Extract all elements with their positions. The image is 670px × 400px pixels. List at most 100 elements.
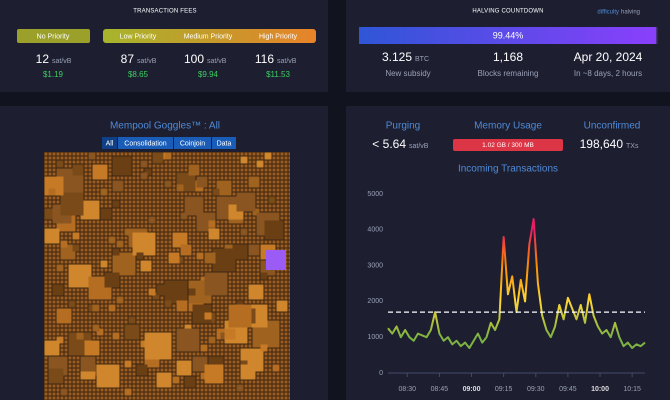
transaction-block <box>172 376 180 384</box>
transaction-block <box>200 372 208 380</box>
transaction-block <box>192 356 208 372</box>
transaction-block <box>132 232 156 256</box>
panel-title: TRANSACTION FEES <box>133 9 197 15</box>
y-tick-label: 1000 <box>367 334 383 341</box>
transaction-block <box>204 272 228 296</box>
transaction-block <box>96 364 120 388</box>
chart-title: Incoming Transactions <box>458 164 558 175</box>
fee-unit: sat/vB <box>52 58 72 65</box>
x-tick-label: 09:45 <box>559 386 577 393</box>
transaction-block <box>188 288 196 296</box>
transaction-block <box>92 304 100 312</box>
filter-button[interactable] <box>102 137 117 149</box>
y-tick-label: 5000 <box>367 191 383 198</box>
transaction-block <box>164 152 172 160</box>
priority-label: High Priority <box>259 33 298 40</box>
transaction-block <box>80 356 96 372</box>
transaction-block <box>112 180 124 192</box>
transaction-block <box>148 216 156 224</box>
transaction-block <box>196 176 208 188</box>
progress-label: 99.44% <box>493 30 524 40</box>
transaction-block <box>180 212 188 220</box>
transaction-block <box>208 336 216 344</box>
transaction-block <box>140 160 148 168</box>
priority-label: Medium Priority <box>184 33 233 40</box>
transaction-block <box>152 292 160 300</box>
transaction-block <box>112 252 136 276</box>
filter-label[interactable]: Consolidation <box>124 140 167 147</box>
stat-label: Blocks remaining <box>478 69 539 78</box>
stat-title: Memory Usage <box>474 121 542 132</box>
transaction-block <box>248 284 264 300</box>
transaction-block <box>100 188 108 196</box>
transaction-block <box>176 300 188 312</box>
fee-usd: $8.65 <box>128 70 149 79</box>
transaction-block <box>184 196 204 216</box>
transaction-block <box>212 248 236 272</box>
transaction-block <box>124 324 140 340</box>
toggle-option[interactable]: halving <box>621 10 640 16</box>
fee-rate: 12 <box>36 52 50 66</box>
filter-button[interactable] <box>118 137 173 149</box>
transaction-block <box>84 340 100 356</box>
transaction-block <box>116 296 124 304</box>
stat-unit: BTC <box>415 56 429 63</box>
transaction-block <box>276 300 288 312</box>
transaction-block <box>96 328 104 336</box>
stat-label: New subsidy <box>385 69 430 78</box>
toggle-option[interactable]: difficulty <box>597 10 619 16</box>
filter-label[interactable]: All <box>106 140 114 147</box>
fee-rate: 87 <box>121 52 135 66</box>
transaction-block <box>164 280 188 304</box>
transaction-block <box>248 244 260 256</box>
stat-value: Apr 20, 2024 <box>574 50 643 64</box>
transaction-block <box>128 316 136 324</box>
stat-value: 1,168 <box>493 50 523 64</box>
transaction-block <box>108 304 116 312</box>
transaction-block <box>72 164 84 176</box>
stat-value: 198,640 <box>580 137 624 151</box>
transaction-block <box>80 200 100 220</box>
transaction-block <box>264 220 284 240</box>
transaction-block <box>124 360 132 368</box>
transaction-block <box>236 192 256 212</box>
x-tick-label: 09:15 <box>495 386 513 393</box>
transaction-block <box>212 188 220 196</box>
transaction-block <box>88 304 96 312</box>
transaction-block <box>60 192 84 216</box>
transaction-block <box>140 172 148 180</box>
stat-value: 3.125 <box>382 50 412 64</box>
transaction-block <box>224 328 236 340</box>
transaction-block <box>124 228 132 236</box>
filter-button[interactable] <box>212 137 236 149</box>
transaction-block <box>92 164 108 180</box>
transaction-block <box>60 240 68 248</box>
transaction-block <box>240 364 256 380</box>
progress-bar <box>359 27 657 44</box>
y-tick-label: 2000 <box>367 298 383 305</box>
x-tick-label: 08:30 <box>399 386 417 393</box>
transaction-block <box>252 208 260 216</box>
transaction-block <box>232 244 248 260</box>
panel-title: HALVING COUNTDOWN <box>472 9 543 15</box>
transaction-block <box>180 244 192 256</box>
transaction-block <box>144 332 172 360</box>
stat-title: Unconfirmed <box>584 121 641 132</box>
halving-panel <box>346 0 670 92</box>
filter-label[interactable]: Coinjoin <box>180 140 205 147</box>
filter-button[interactable] <box>174 137 211 149</box>
transaction-block <box>92 324 100 332</box>
transaction-block <box>228 304 252 328</box>
transaction-block <box>48 368 64 384</box>
filter-label[interactable]: Data <box>217 140 232 147</box>
transaction-block <box>76 332 84 340</box>
transaction-block <box>152 152 164 164</box>
fee-usd: $1.19 <box>43 70 64 79</box>
transaction-block <box>200 276 208 284</box>
fee-usd: $11.53 <box>266 70 290 79</box>
transaction-block <box>184 376 196 388</box>
transaction-block <box>140 340 148 348</box>
priority-label: No Priority <box>37 33 70 40</box>
stat-unit: TXs <box>626 143 639 150</box>
fee-rate: 100 <box>184 52 204 66</box>
